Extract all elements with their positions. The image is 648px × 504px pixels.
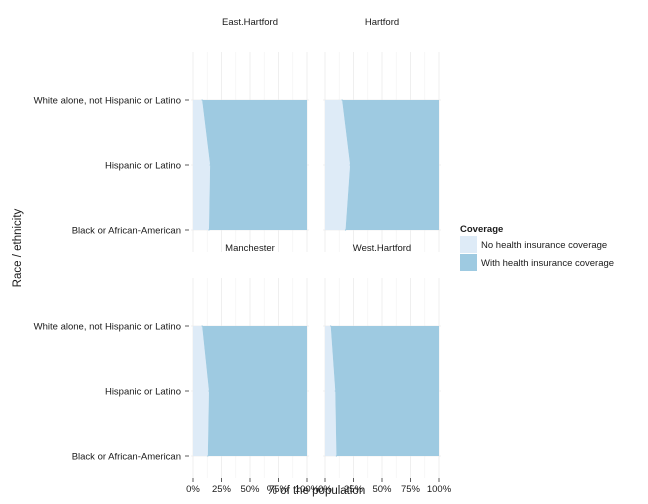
y-tick-label: Hispanic or Latino xyxy=(105,387,181,398)
data-point xyxy=(330,325,332,327)
axes-layer: Black or African-American Hispanic or Lat… xyxy=(34,96,452,496)
legend-label: No health insurance coverage xyxy=(481,240,607,251)
panel-hartford: Hartford xyxy=(323,17,441,252)
area-no-coverage xyxy=(325,100,351,230)
x-tick-label: 50% xyxy=(372,484,392,495)
x-tick-label: 50% xyxy=(240,484,260,495)
x-tick-label: 75% xyxy=(269,484,289,495)
x-tick-label: 100% xyxy=(427,484,452,495)
area-no-coverage xyxy=(193,326,209,456)
area-with-coverage xyxy=(202,100,307,230)
data-point xyxy=(209,164,211,166)
x-axis-title: % of the population xyxy=(267,485,365,497)
y-tick-label: Black or African-American xyxy=(72,452,181,463)
legend-swatch xyxy=(460,254,477,271)
legend-label: With health insurance coverage xyxy=(481,258,614,269)
area-with-coverage xyxy=(342,100,439,230)
data-point xyxy=(201,99,203,101)
x-tick-label: 25% xyxy=(344,484,364,495)
data-point xyxy=(208,229,210,231)
data-point xyxy=(341,99,343,101)
panel-east-hartford: East.Hartford xyxy=(191,17,309,252)
data-point xyxy=(349,164,351,166)
area-no-coverage xyxy=(325,326,337,456)
x-tick-label: 25% xyxy=(212,484,232,495)
panels-layer: East.Hartford Hartford Manchester West.Hart… xyxy=(191,17,441,478)
y-axis-title: Race / ethnicity xyxy=(12,208,24,287)
panel-title: West.Hartford xyxy=(353,243,411,254)
panel-title: Manchester xyxy=(225,243,275,254)
x-tick-label: 0% xyxy=(318,484,332,495)
panel-manchester: Manchester xyxy=(191,243,309,478)
y-tick-label: White alone, not Hispanic or Latino xyxy=(34,322,181,333)
y-tick-label: Black or African-American xyxy=(72,226,181,237)
area-with-coverage xyxy=(330,326,439,456)
panel-title: Hartford xyxy=(365,17,399,28)
data-point xyxy=(207,455,209,457)
area-with-coverage xyxy=(202,326,307,456)
legend: Coverage No health insurance coverage Wit… xyxy=(460,224,614,271)
data-point xyxy=(335,455,337,457)
area-no-coverage xyxy=(193,100,211,230)
legend-swatch xyxy=(460,236,477,253)
y-tick-label: Hispanic or Latino xyxy=(105,161,181,172)
data-point xyxy=(201,325,203,327)
x-tick-label: 100% xyxy=(295,484,320,495)
x-tick-label: 75% xyxy=(401,484,421,495)
y-tick-label: White alone, not Hispanic or Latino xyxy=(34,96,181,107)
data-point xyxy=(334,390,336,392)
data-point xyxy=(344,229,347,231)
data-point xyxy=(208,390,210,392)
x-tick-label: 0% xyxy=(186,484,200,495)
panel-west-hartford: West.Hartford xyxy=(323,243,441,478)
legend-title: Coverage xyxy=(460,224,503,235)
panel-title: East.Hartford xyxy=(222,17,278,28)
